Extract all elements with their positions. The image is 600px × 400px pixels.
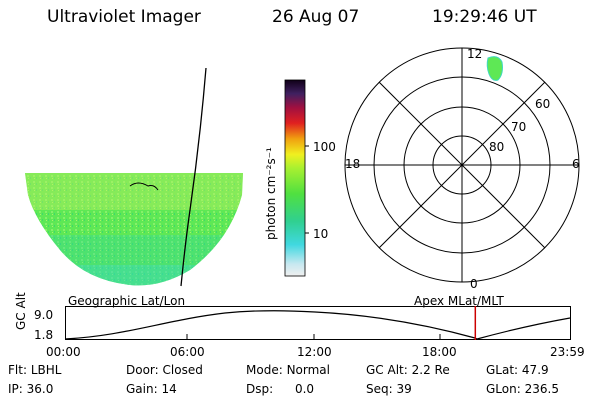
mlt-label-12: 12 [467,47,483,61]
geographic-panel-label: Geographic Lat/Lon [68,294,186,308]
geographic-image [25,67,243,287]
info-seq: Seq: 39 [366,382,412,396]
info-gc-alt: GC Alt: 2.2 Re [366,363,450,377]
time-tick-0000: 00:00 [46,345,81,359]
info-glon: GLon: 236.5 [486,382,559,396]
info-ip: IP: 36.0 [8,382,54,396]
lat-label-70: 70 [511,120,527,134]
polar-mlt-plot [344,47,580,283]
time-label: 19:29:46 UT [432,7,537,27]
lat-label-80: 80 [489,140,505,154]
colorbar-tick-10: 10 [313,227,329,241]
coastline-fragment [129,182,159,191]
colorbar-unit-label: photon cm⁻²s⁻¹ [264,147,278,240]
altitude-ytick-1-8: 1.8 [34,328,54,342]
altitude-strip-chart [64,306,571,340]
apex-panel-label: Apex MLat/MLT [414,294,504,308]
info-filter: Flt: LBHL [8,363,62,377]
time-tick-1800: 18:00 [422,345,457,359]
mlt-label-18: 18 [345,157,361,171]
altitude-ylabel: GC Alt [14,292,28,330]
time-tick-1200: 12:00 [297,345,332,359]
altitude-curve [64,310,571,340]
info-door: Door: Closed [126,363,203,377]
time-tick-2359: 23:59 [550,345,585,359]
info-glat: GLat: 47.9 [486,363,549,377]
aurora-patch [486,56,503,81]
info-dsp: Dsp: 0.0 [246,382,315,396]
mlt-label-0: 0 [470,277,478,291]
date-label: 26 Aug 07 [272,7,360,27]
instrument-title: Ultraviolet Imager [47,7,201,27]
altitude-ytick-9: 9.0 [34,308,54,322]
orbit-track-line [180,67,207,287]
info-mode: Mode: Normal [246,363,330,377]
time-tick-0600: 06:00 [170,345,205,359]
info-gain: Gain: 14 [126,382,177,396]
colorbar-tick-100: 100 [313,140,336,154]
colorbar [284,79,309,277]
lat-label-60: 60 [535,97,551,111]
mlt-label-6: 6 [572,157,580,171]
